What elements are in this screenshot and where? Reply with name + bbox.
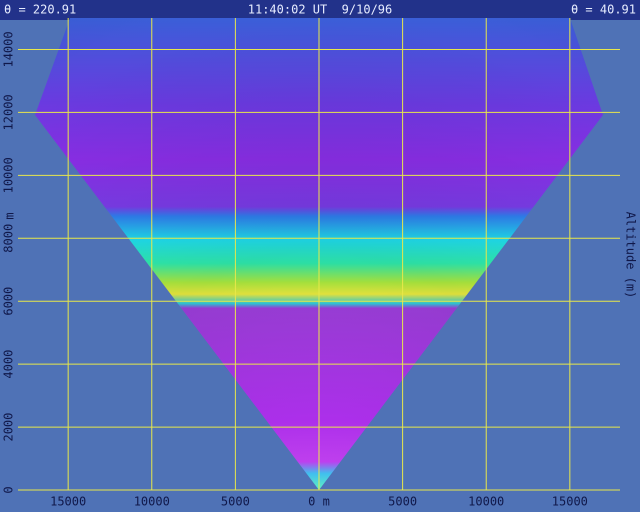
y-tick-label: 0 <box>2 486 16 493</box>
theta-left: θ = 220.91 <box>4 3 76 17</box>
theta-right: θ = 40.91 <box>571 3 636 17</box>
y-tick-label: 8000 <box>2 224 16 253</box>
y-tick-label: 10000 <box>2 157 16 193</box>
y-tick-label: 2000 <box>2 413 16 442</box>
y-tick-label: 6000 <box>2 287 16 316</box>
x-tick-label: 10000 <box>134 495 170 509</box>
x-tick-label: 15000 <box>50 495 86 509</box>
y-tick-label: 12000 <box>2 94 16 130</box>
y-axis-label: m <box>3 212 17 219</box>
x-tick-label: 5000 <box>388 495 417 509</box>
chart-title: 11:40:02 UT 9/10/96 <box>248 3 393 17</box>
y-tick-label: 4000 <box>2 350 16 379</box>
y-tick-label: 14000 <box>2 31 16 67</box>
x-tick-label: 15000 <box>552 495 588 509</box>
x-tick-label: 5000 <box>221 495 250 509</box>
header-bar <box>0 0 640 20</box>
x-tick-label: 0 m <box>308 495 330 509</box>
x-tick-label: 10000 <box>468 495 504 509</box>
y2-axis-label: Altitude (m) <box>624 212 638 299</box>
